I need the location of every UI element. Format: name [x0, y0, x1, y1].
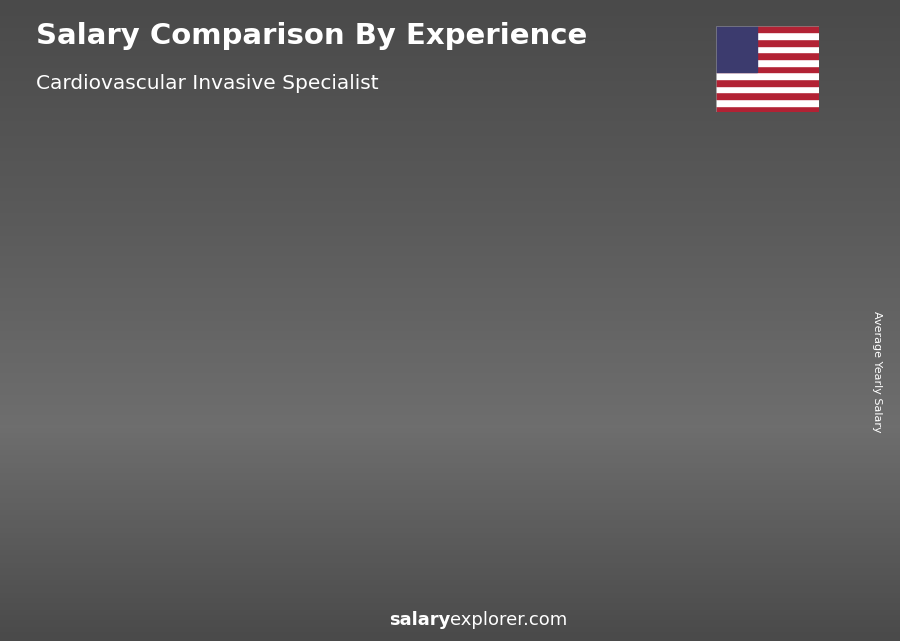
Bar [716, 39, 819, 46]
Bar [724, 292, 734, 570]
Bar [82, 456, 92, 570]
Polygon shape [211, 418, 284, 419]
Bar [716, 59, 819, 65]
Bar [716, 99, 819, 106]
Text: explorer.com: explorer.com [450, 612, 567, 629]
Polygon shape [406, 367, 412, 570]
Bar [596, 311, 606, 570]
Text: 532,000 USD: 532,000 USD [451, 340, 538, 353]
Text: +8%: +8% [540, 247, 590, 266]
Bar [724, 292, 791, 570]
Polygon shape [662, 310, 669, 570]
Text: +7%: +7% [669, 233, 718, 252]
Bar [716, 85, 819, 92]
Bar [716, 46, 819, 53]
Bar [716, 65, 819, 72]
Polygon shape [277, 418, 284, 570]
Polygon shape [82, 455, 156, 456]
Bar [716, 106, 819, 112]
Text: +19%: +19% [405, 261, 468, 279]
Text: 252,000 USD: 252,000 USD [66, 467, 153, 479]
Bar [82, 456, 149, 570]
Polygon shape [724, 290, 797, 292]
Bar [716, 26, 757, 72]
Bar [467, 330, 534, 570]
Bar [339, 369, 406, 570]
Text: 574,000 USD: 574,000 USD [579, 321, 666, 334]
Bar [596, 311, 662, 570]
Text: 446,000 USD: 446,000 USD [322, 379, 410, 392]
Bar [716, 26, 819, 32]
Text: Cardiovascular Invasive Specialist: Cardiovascular Invasive Specialist [36, 74, 379, 93]
Polygon shape [791, 290, 797, 570]
Polygon shape [149, 455, 156, 570]
Bar [716, 72, 819, 79]
Bar [716, 53, 819, 59]
Text: Salary Comparison By Experience: Salary Comparison By Experience [36, 22, 587, 51]
Polygon shape [534, 329, 541, 570]
Bar [211, 419, 277, 570]
Bar [716, 79, 819, 85]
Polygon shape [339, 367, 412, 369]
Text: 616,000 USD: 616,000 USD [707, 302, 795, 315]
Text: 334,000 USD: 334,000 USD [194, 429, 281, 442]
Polygon shape [596, 310, 669, 311]
Bar [467, 330, 477, 570]
Bar [716, 32, 819, 39]
Bar [211, 419, 220, 570]
Text: +34%: +34% [276, 294, 339, 313]
Bar [716, 92, 819, 99]
Text: salary: salary [389, 612, 450, 629]
Bar [339, 369, 349, 570]
Polygon shape [467, 329, 541, 330]
Text: Average Yearly Salary: Average Yearly Salary [872, 311, 883, 433]
Text: +32%: +32% [148, 340, 211, 358]
